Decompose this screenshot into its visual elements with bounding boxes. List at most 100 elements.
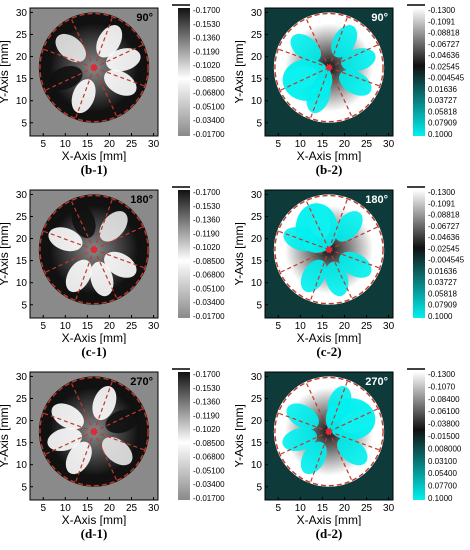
lobe-group [47,386,140,475]
panel-c-1: 180° 5 10 15 20 25 30 5 10 15 20 25 30 X-Axis [mm] Y-A… [0,182,235,364]
radial-line-0 [93,67,145,87]
y-axis-label: Y-Axis [mm] [235,222,246,286]
radial-line-3 [45,249,95,273]
center-mark [326,246,332,253]
panel-caption: (b-1) [80,162,108,177]
lobe-1 [90,261,114,297]
colorbar-tick-label: -0.1700 [193,188,221,197]
colorbar [178,8,190,136]
angle-label: 90° [371,12,388,24]
x-tick-label: 15 [82,321,94,332]
radial-line-7 [93,408,143,433]
y-axis-label: Y-Axis [mm] [235,404,246,468]
y-tick-label: 20 [251,234,263,245]
radial-line-2 [310,431,330,483]
x-tick-label: 30 [148,139,160,150]
colorbar-tick-label: -0.04636 [428,51,460,60]
lobe-2 [104,69,137,96]
x-tick-label: 10 [295,139,307,150]
y-tick-label: 30 [16,372,28,383]
radial-line-6 [93,199,113,250]
lobe-2 [339,69,372,96]
colorbar-tick-label: -0.06800 [193,89,225,98]
x-axis-label: X-Axis [mm] [62,513,127,526]
x-tick-label: 15 [317,503,329,514]
angle-label: 180° [365,194,388,206]
x-tick-label: 5 [40,321,46,332]
y-tick-label: 25 [16,394,28,405]
lobe-2 [286,403,319,430]
x-tick-label: 20 [339,321,351,332]
radial-line-5 [70,18,95,68]
x-tick-label: 30 [148,321,160,332]
colorbar-tick-label: -0.1091 [428,199,456,208]
x-tick-label: 20 [339,139,351,150]
colorbar-tick-label: -0.01700 [193,312,225,321]
radial-line-3 [45,431,95,455]
radial-line-1 [93,249,118,299]
x-tick-label: 10 [295,321,307,332]
radial-line-5 [305,382,330,432]
y-axis-label: Y-Axis [mm] [0,222,11,286]
x-tick-label: 20 [339,503,351,514]
radial-line-7 [93,226,143,251]
radial-line-0 [328,249,380,269]
lobe-5 [55,33,87,63]
center-mark [91,64,97,71]
lobe-2 [51,403,84,430]
colorbar-tick-label: 0.1000 [428,494,453,503]
lobe-2 [65,259,92,293]
radial-line-7 [328,44,378,69]
y-tick-label: 30 [251,190,263,201]
x-tick-label: 10 [295,503,307,514]
colorbar-tick-label: -0.1700 [193,370,221,379]
x-tick-label: 25 [126,503,138,514]
colorbar-tick-label: -0.1360 [193,398,221,407]
colorbar-tick-label: 0.03100 [428,457,457,466]
colorbar-tick-label: -0.05100 [193,102,225,111]
plot-frame [264,7,394,137]
x-axis-label: X-Axis [mm] [62,331,127,344]
radial-line-7 [93,44,143,69]
radial-line-2 [310,249,330,301]
colorbar-tick-label: -0.1190 [193,411,220,420]
x-tick-label: 25 [361,321,373,332]
y-tick-label: 30 [16,190,28,201]
plot-frame [29,371,159,501]
x-tick-label: 10 [60,139,72,150]
dashed-circle [274,194,384,305]
y-tick-label: 10 [16,278,28,289]
radial-line-4 [278,230,330,251]
x-tick-label: 5 [40,503,46,514]
radial-line-6 [328,381,348,432]
panel-caption: (d-1) [80,526,108,541]
cyan-region [295,203,338,253]
x-tick-label: 25 [361,139,373,150]
lobe-1 [341,48,376,72]
y-tick-label: 5 [21,482,27,493]
colorbar-tick-label: -0.1091 [428,17,456,26]
y-tick-label: 15 [16,256,28,267]
colorbar-tick-label: 0.03727 [428,96,457,105]
y-axis-label: Y-Axis [mm] [0,404,11,468]
radial-line-5 [70,200,95,250]
colorbar-tick-label: -0.01700 [193,494,225,503]
x-tick-label: 10 [60,321,72,332]
y-tick-label: 30 [16,8,28,19]
lobe-5 [101,436,133,466]
colorbar-tick-label: 0.1000 [428,130,453,139]
lobe-group [282,386,376,475]
x-axis-label: X-Axis [mm] [62,149,127,162]
colorbar-tick-label: -0.08500 [193,75,225,84]
y-tick-label: 30 [251,372,263,383]
colorbar-tick-label: -0.1020 [193,425,221,434]
colorbar-tick-label: -0.06800 [193,453,225,462]
radial-line-1 [93,67,118,117]
y-tick-label: 25 [16,30,28,41]
y-tick-label: 20 [16,234,28,245]
y-tick-label: 15 [251,74,263,85]
radial-line-4 [43,230,95,251]
lobe-4 [48,65,83,90]
y-axis-label: Y-Axis [mm] [235,40,246,104]
lobe-0 [65,441,92,475]
